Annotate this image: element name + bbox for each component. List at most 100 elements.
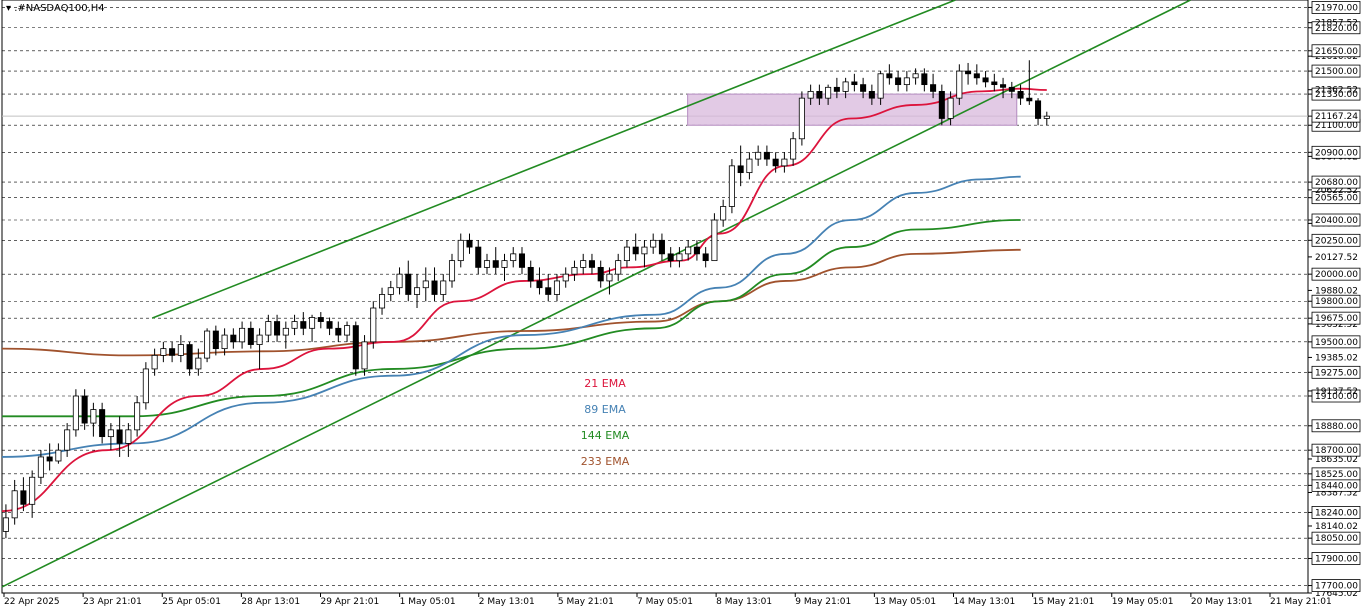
candle-body-down	[965, 70, 972, 75]
candle	[379, 287, 386, 315]
x-tick-label: 9 May 21:01	[795, 597, 851, 607]
y-tick-box	[1311, 294, 1361, 308]
candle	[912, 68, 919, 85]
candle	[562, 267, 569, 288]
candle	[256, 328, 263, 369]
candle	[317, 312, 324, 329]
candle	[720, 199, 727, 227]
candle-body-up	[711, 219, 718, 262]
candle-body-up	[282, 327, 289, 336]
candle	[1017, 84, 1024, 105]
candle-body-down	[20, 490, 27, 505]
candle-body-up	[265, 321, 272, 336]
candle-body-down	[667, 253, 674, 262]
candle-body-up	[291, 321, 298, 329]
candle	[903, 71, 910, 92]
y-tick-label: 20000.00	[1315, 270, 1358, 280]
candle	[965, 62, 972, 85]
x-tick-label: 20 May 13:01	[1191, 597, 1253, 607]
candle-body-up	[798, 97, 805, 140]
candle-body-down	[99, 409, 106, 438]
candle	[623, 240, 630, 268]
candle	[335, 321, 342, 342]
y-tick-label: 19137.52	[1315, 387, 1358, 397]
y-tick-label: 19675.00	[1315, 314, 1358, 324]
candle-body-up	[387, 287, 394, 295]
candle	[370, 301, 377, 349]
candle	[825, 84, 832, 105]
candle-body-up	[2, 517, 9, 532]
y-tick-label: 18525.00	[1315, 470, 1358, 480]
candle	[895, 71, 902, 92]
candle	[422, 267, 429, 302]
candle-body-down	[300, 321, 307, 329]
y-tick-box	[1311, 311, 1361, 325]
candle	[361, 335, 368, 376]
x-axis: 22 Apr 2025 23 Apr 21:01 25 Apr 05:01 28 Ap…	[3, 593, 1332, 607]
candle-body-up	[239, 327, 246, 343]
y-tick-box	[1311, 175, 1361, 189]
candle	[29, 470, 36, 518]
candle	[553, 274, 560, 302]
y-tick-label: 21100.00	[1315, 121, 1358, 131]
candle	[2, 504, 9, 539]
y-tick-box	[1311, 419, 1361, 433]
candle	[274, 314, 281, 342]
y-tick-label: 18880.00	[1315, 422, 1358, 432]
y-tick-label: 20127.52	[1315, 253, 1358, 263]
candle-body-down	[588, 260, 595, 268]
candle-body-up	[396, 273, 403, 289]
candle-body-up	[947, 97, 954, 119]
candle	[790, 132, 797, 166]
candle-body-down	[326, 321, 333, 329]
candle-body-down	[1035, 100, 1042, 119]
candle	[606, 267, 613, 295]
candle	[151, 348, 158, 376]
candle	[728, 159, 735, 214]
x-tick-label: 28 Apr 13:01	[241, 597, 300, 607]
candle	[982, 71, 989, 88]
candle-body-down	[1008, 86, 1015, 92]
candle-body-up	[501, 260, 508, 268]
candle	[413, 274, 421, 309]
candle	[615, 253, 622, 281]
candle-body-down	[317, 317, 324, 322]
candle	[781, 152, 788, 173]
candle-body-down	[492, 260, 499, 268]
ema-21-line	[1, 87, 1047, 512]
candle	[947, 91, 954, 126]
candle	[195, 348, 202, 376]
candle-body-down	[693, 246, 700, 255]
candle	[956, 64, 963, 105]
y-tick-label: 17700.00	[1315, 582, 1358, 592]
candle	[518, 247, 526, 275]
trend-channel	[1, 0, 1191, 588]
candle-body-up	[903, 77, 910, 86]
y-tick-label: 18440.00	[1315, 481, 1358, 491]
candle	[737, 145, 744, 187]
y-tick-label: 18240.00	[1315, 508, 1358, 518]
current-price-box	[1311, 109, 1361, 123]
candle-body-up	[1043, 115, 1050, 119]
y-tick-box	[1311, 579, 1361, 592]
candle-body-up	[256, 334, 263, 345]
candle-body-up	[64, 429, 71, 451]
candle-body-down	[737, 165, 744, 174]
candle-body-down	[886, 73, 893, 79]
y-tick-box	[1311, 506, 1361, 519]
candle	[46, 443, 53, 471]
candle-body-down	[921, 73, 928, 86]
x-tick-label: 29 Apr 21:01	[321, 597, 380, 607]
candle	[991, 73, 998, 92]
y-tick-box	[1311, 213, 1361, 227]
candle-body-down	[1026, 97, 1033, 102]
candle-body-up	[676, 253, 683, 262]
y-tick-label: 20680.00	[1315, 178, 1358, 188]
candle-body-down	[658, 239, 665, 255]
candle-body-down	[772, 158, 779, 167]
y-tick-label: 18050.00	[1315, 534, 1358, 544]
candle-body-down	[868, 90, 875, 99]
candle-body-down	[816, 90, 823, 99]
candle-body-up	[562, 273, 569, 282]
